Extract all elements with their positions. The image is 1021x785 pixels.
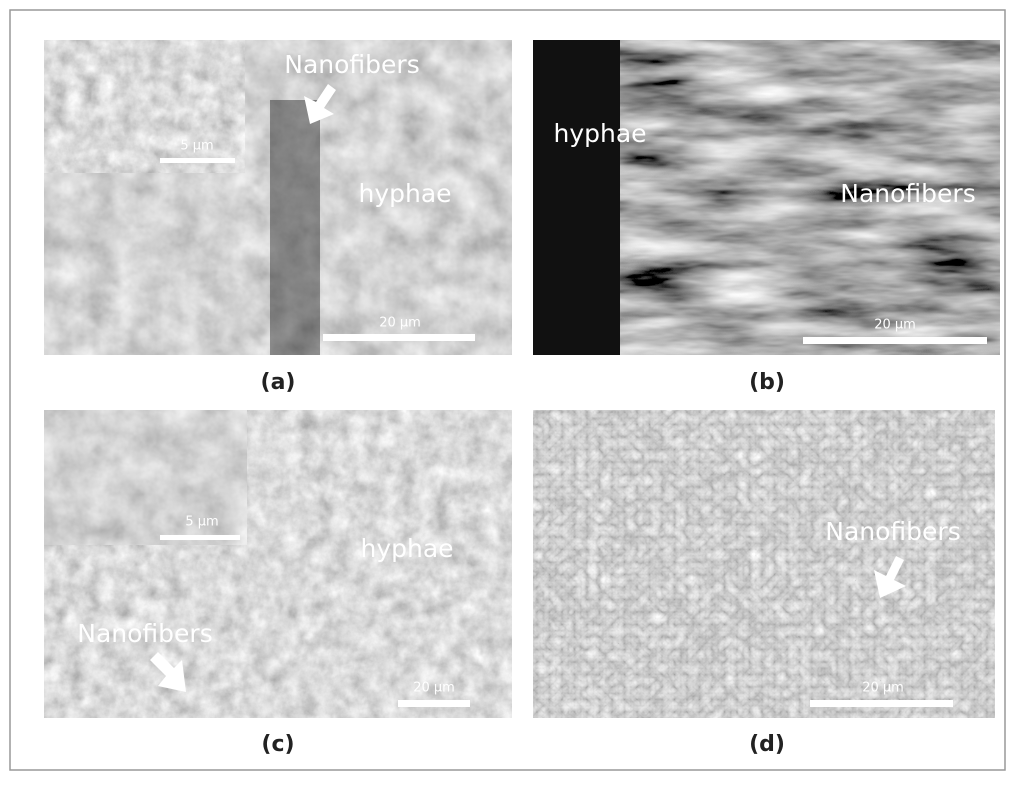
nanofiber-region	[270, 100, 320, 355]
caption: (a)	[261, 370, 296, 395]
panel-b: hyphae Nanofibers 20 µm (b)	[533, 40, 1000, 395]
annotation: Nanofibers	[825, 517, 960, 546]
annotation: hyphae	[358, 179, 451, 208]
caption: (c)	[261, 732, 294, 757]
scale-label: 20 µm	[413, 681, 455, 696]
annotation: hyphae	[360, 534, 453, 563]
panel-a: 5 µm Nanofibers hyphae 20 µm (a)	[44, 40, 512, 395]
annotation: Nanofibers	[840, 179, 975, 208]
scale-label: 20 µm	[874, 318, 916, 333]
caption: (b)	[749, 370, 785, 395]
inset-image	[44, 40, 245, 173]
scale-label: 20 µm	[862, 681, 904, 696]
panel-c: 5 µm hyphae Nanofibers 20 µm (c)	[44, 410, 512, 757]
scale-bar	[323, 334, 475, 341]
annotation: Nanofibers	[77, 619, 212, 648]
scale-label: 20 µm	[379, 316, 421, 331]
panel-d: Nanofibers 20 µm (d)	[533, 410, 995, 757]
inset-scale-bar	[160, 535, 240, 540]
annotation: hyphae	[553, 119, 646, 148]
figure: 5 µm Nanofibers hyphae 20 µm (a) hyphae …	[0, 0, 1021, 781]
sem-image	[533, 410, 995, 718]
scale-bar	[810, 700, 953, 707]
caption: (d)	[749, 732, 785, 757]
scale-bar	[398, 700, 470, 707]
scale-bar	[803, 337, 987, 344]
annotation: Nanofibers	[284, 50, 419, 79]
inset-scale-bar	[160, 158, 235, 163]
inset-scale-label: 5 µm	[185, 515, 218, 530]
inset-scale-label: 5 µm	[180, 139, 213, 154]
